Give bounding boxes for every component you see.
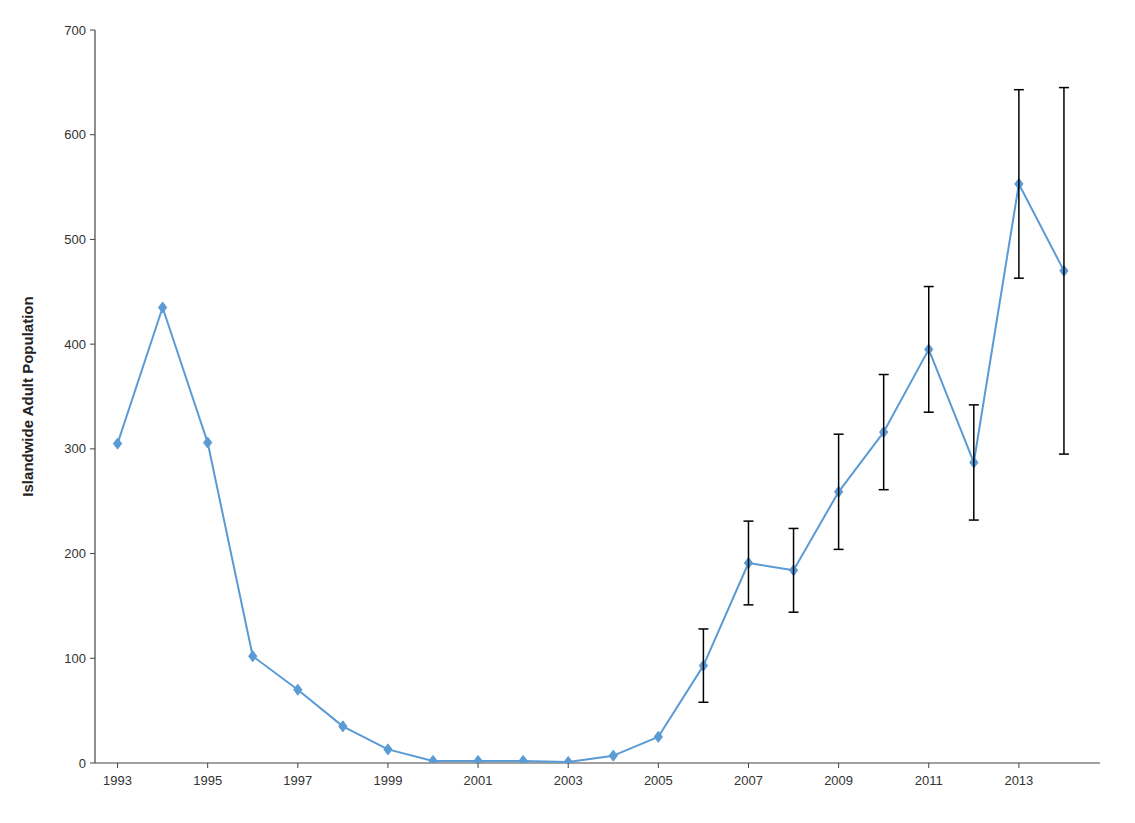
error-bar-cap	[789, 528, 799, 530]
y-axis-line	[94, 30, 95, 763]
x-tick-label: 2007	[734, 773, 763, 788]
error-bar-cap	[698, 702, 708, 704]
y-tick	[90, 763, 95, 764]
error-bar	[834, 434, 844, 549]
marker	[249, 651, 257, 662]
x-tick-label: 1999	[373, 773, 402, 788]
error-bar	[879, 375, 889, 490]
y-tick	[90, 134, 95, 135]
plot-data	[113, 88, 1069, 763]
error-bar-stem	[793, 528, 795, 612]
x-tick-label: 1997	[283, 773, 312, 788]
error-bar	[969, 405, 979, 520]
marker	[474, 755, 482, 763]
y-tick-label: 600	[64, 127, 86, 142]
error-bar-cap	[1059, 87, 1069, 89]
error-bar-stem	[748, 521, 750, 605]
x-tick-label: 1993	[103, 773, 132, 788]
y-tick	[90, 30, 95, 31]
marker	[204, 437, 212, 448]
y-tick	[90, 448, 95, 449]
error-bar-cap	[969, 519, 979, 521]
error-bar-stem	[838, 434, 840, 549]
error-bar-stem	[1063, 88, 1065, 455]
page: {"chart_data": {"type": "line", "ylabel"…	[0, 0, 1135, 823]
y-axis-title: Islandwide Adult Population	[19, 296, 36, 496]
x-tick	[207, 763, 208, 768]
marker	[339, 721, 347, 732]
error-bar-stem	[703, 629, 705, 702]
error-bar-cap	[834, 549, 844, 551]
x-tick	[117, 763, 118, 768]
x-tick	[297, 763, 298, 768]
x-tick-label: 2005	[644, 773, 673, 788]
error-bar	[924, 287, 934, 413]
error-bar-stem	[883, 375, 885, 490]
marker	[609, 750, 617, 761]
error-bar-cap	[924, 286, 934, 288]
x-tick-label: 2001	[464, 773, 493, 788]
x-tick-label: 2003	[554, 773, 583, 788]
error-bar	[1059, 88, 1069, 455]
error-bar-cap	[969, 404, 979, 406]
x-tick	[387, 763, 388, 768]
error-bar-stem	[1018, 90, 1020, 278]
marker	[654, 731, 662, 742]
error-bar-cap	[743, 520, 753, 522]
x-tick	[748, 763, 749, 768]
error-bar-cap	[789, 611, 799, 613]
error-bar-cap	[924, 411, 934, 413]
error-bar	[789, 528, 799, 612]
x-tick	[1018, 763, 1019, 768]
axes: 1993 1995 1997 1999 2001 2003 2005 2007 2009 2011…	[64, 23, 1100, 789]
y-tick-label: 100	[64, 651, 86, 666]
error-bar-cap	[1014, 277, 1024, 279]
x-tick-label: 2013	[1004, 773, 1033, 788]
error-bar-cap	[698, 628, 708, 630]
x-axis-line	[95, 762, 1100, 763]
error-bar-stem	[928, 287, 930, 413]
marker	[384, 744, 392, 755]
y-tick-label: 0	[79, 756, 86, 771]
x-tick	[478, 763, 479, 768]
marker	[429, 755, 437, 763]
x-tick	[658, 763, 659, 768]
error-bar-cap	[879, 489, 889, 491]
y-tick-label: 200	[64, 546, 86, 561]
y-tick	[90, 344, 95, 345]
x-tick	[928, 763, 929, 768]
marker	[564, 756, 572, 763]
error-bar	[698, 629, 708, 702]
error-bar-cap	[1014, 89, 1024, 91]
chart: 1993 1995 1997 1999 2001 2003 2005 2007 2009 2011…	[0, 0, 1135, 823]
y-tick-label: 500	[64, 232, 86, 247]
error-bar	[1014, 90, 1024, 278]
x-tick-label: 1995	[193, 773, 222, 788]
error-bar-cap	[834, 433, 844, 435]
line	[118, 184, 1064, 762]
y-tick	[90, 658, 95, 659]
y-tick	[90, 239, 95, 240]
y-tick-label: 300	[64, 441, 86, 456]
y-tick-label: 700	[64, 23, 86, 38]
marker	[113, 438, 121, 449]
y-tick	[90, 553, 95, 554]
error-bar-cap	[743, 604, 753, 606]
x-tick-label: 2009	[824, 773, 853, 788]
error-bar-stem	[973, 405, 975, 520]
marker	[294, 684, 302, 695]
x-tick-label: 2011	[915, 773, 943, 788]
marker	[158, 302, 166, 313]
error-bar-cap	[1059, 453, 1069, 455]
marker	[519, 755, 527, 763]
x-tick	[838, 763, 839, 768]
error-bar	[743, 521, 753, 605]
x-tick	[568, 763, 569, 768]
error-bar-cap	[879, 374, 889, 376]
y-tick-label: 400	[64, 337, 86, 352]
